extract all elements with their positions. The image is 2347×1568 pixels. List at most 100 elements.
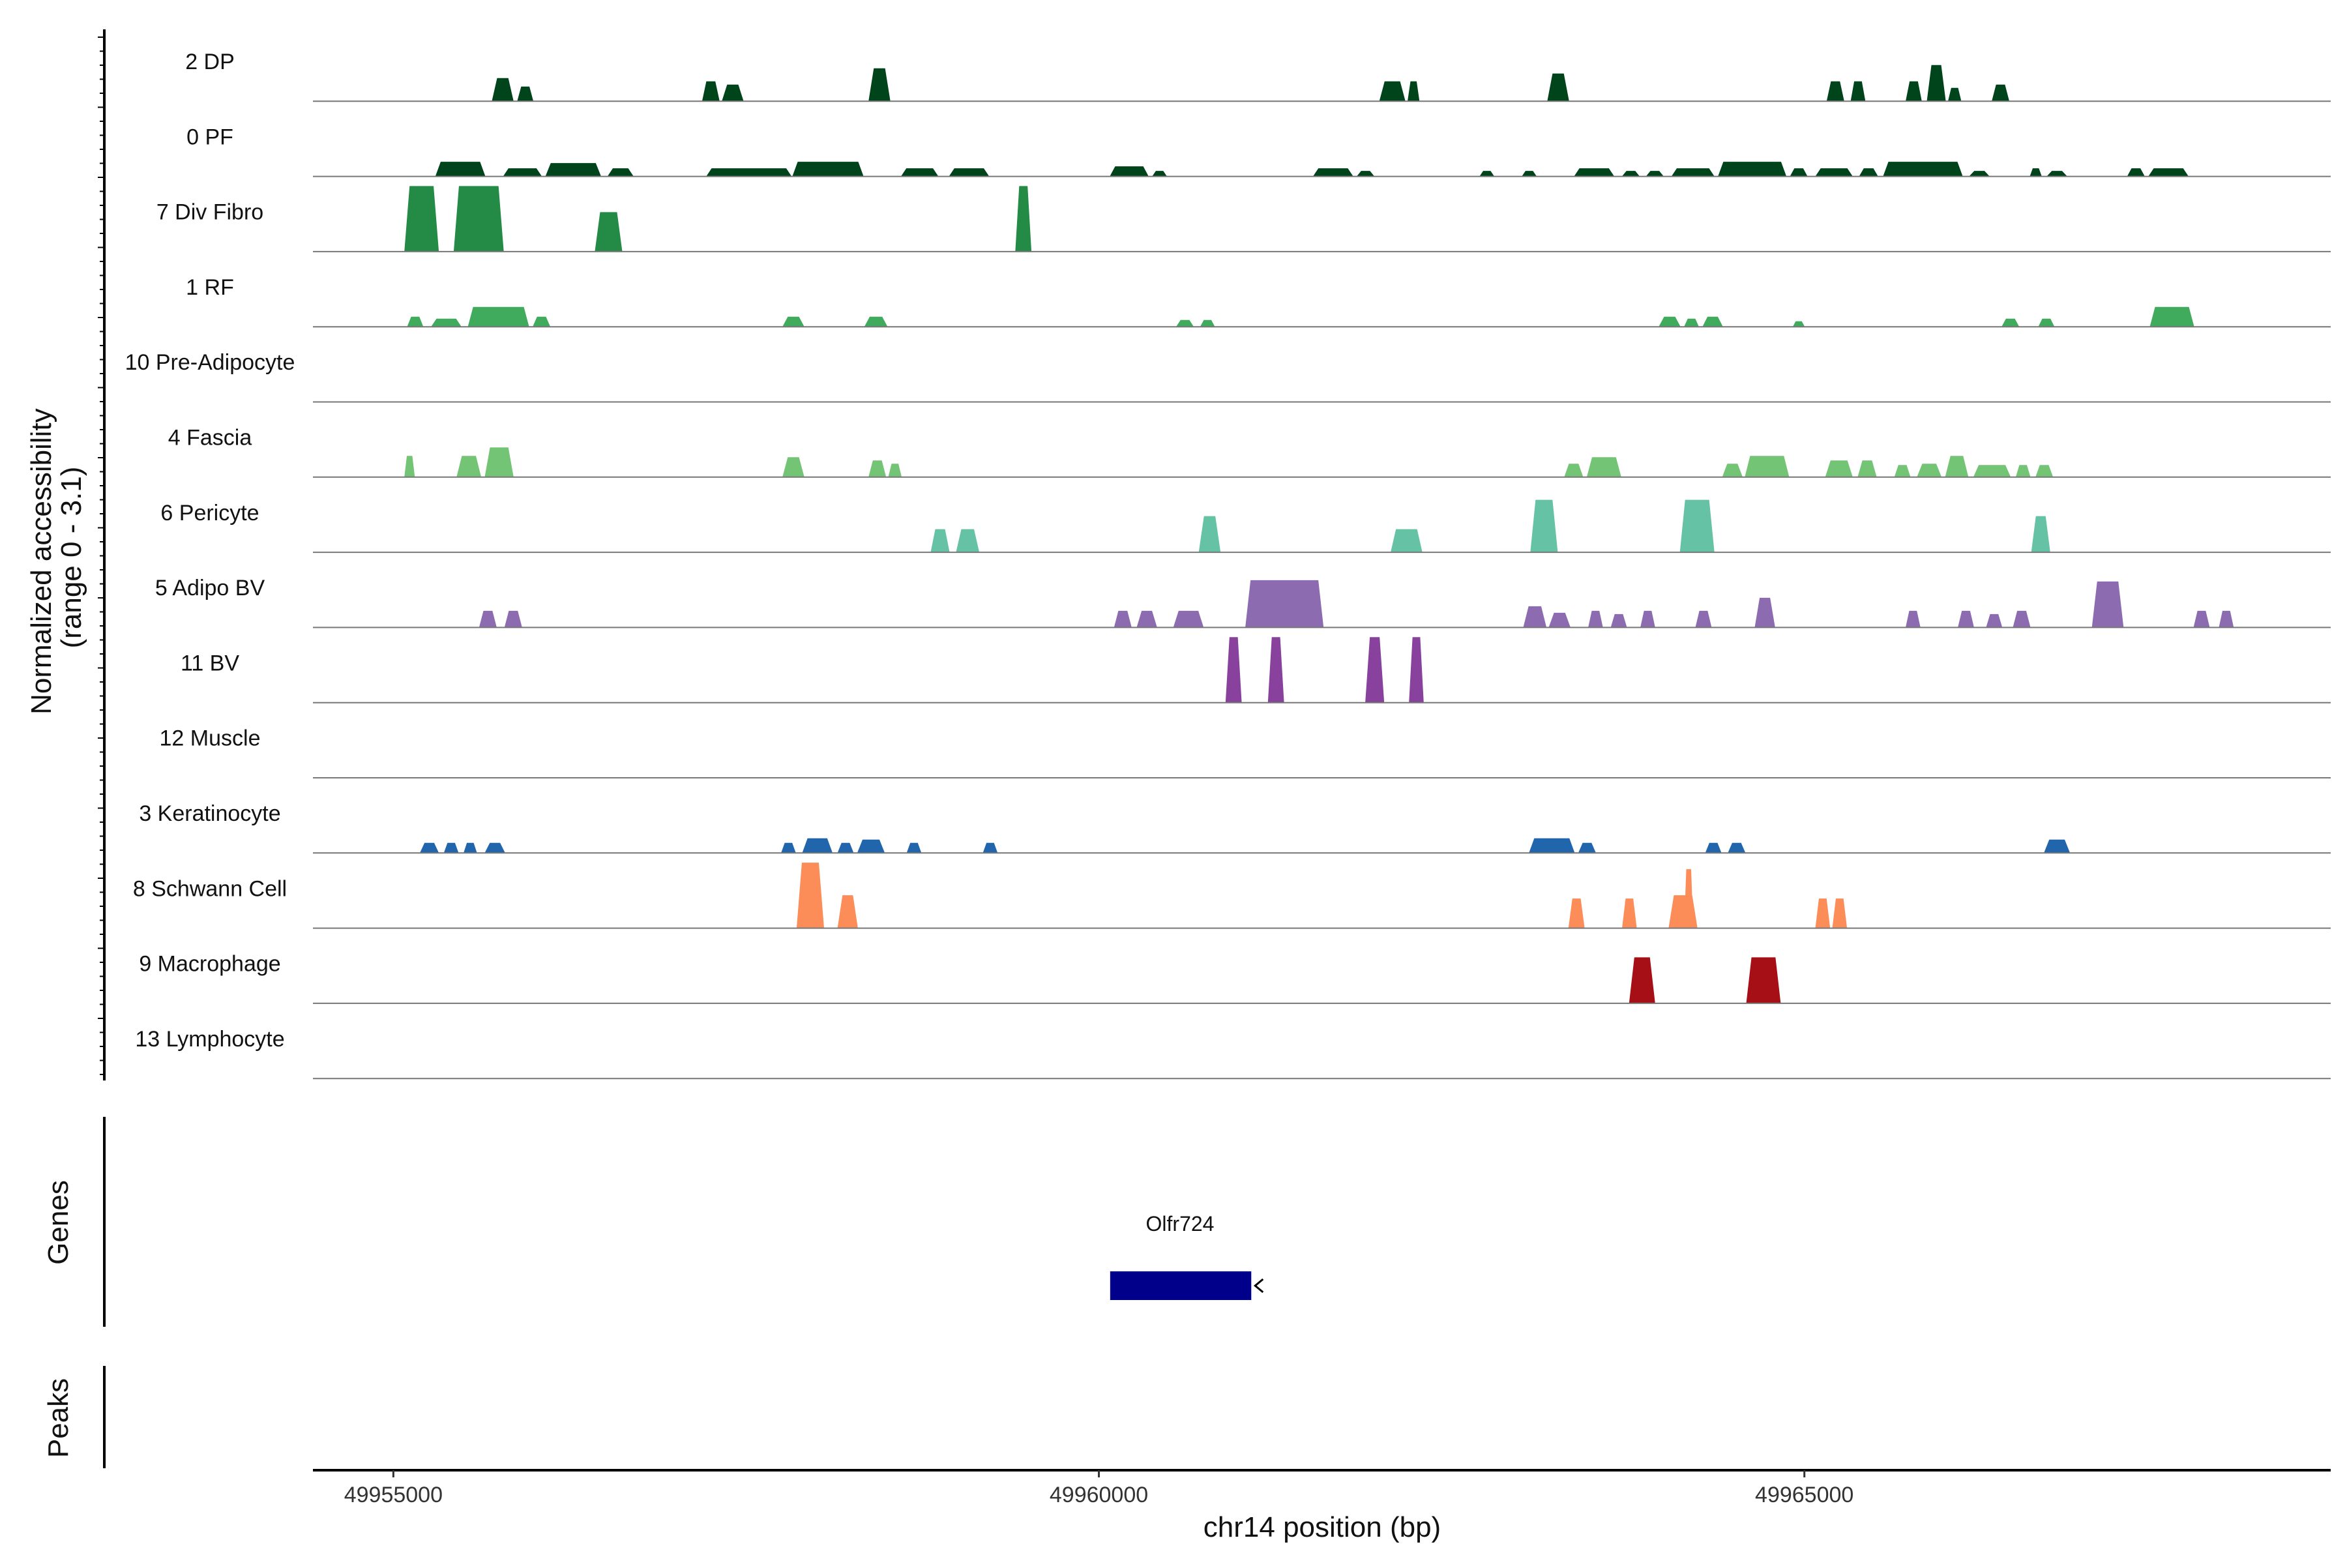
coverage-peak xyxy=(435,162,486,177)
track-0: 2 DP xyxy=(185,50,2331,102)
strand-arrow-icon xyxy=(1253,1278,1264,1294)
coverage-peak xyxy=(1746,957,1781,1004)
coverage-peak xyxy=(888,464,902,478)
coverage-peak xyxy=(1530,499,1558,553)
coverage-peak xyxy=(404,186,439,252)
coverage-peak xyxy=(2091,581,2124,628)
coverage-peak xyxy=(1198,516,1221,553)
coverage-peak xyxy=(1312,168,1354,177)
coverage-peak xyxy=(1547,73,1569,102)
coverage-peak xyxy=(1587,610,1603,628)
coverage-peak xyxy=(2031,516,2050,553)
track-label: 1 RF xyxy=(186,275,234,300)
coverage-peak xyxy=(492,78,514,102)
coverage-peak xyxy=(857,839,885,853)
coverage-peak xyxy=(1815,898,1831,929)
coverage-peak xyxy=(906,842,922,853)
coverage-peak xyxy=(1564,464,1584,478)
track-13: 13 Lymphocyte xyxy=(135,1027,2331,1080)
coverage-peak xyxy=(1947,87,1962,102)
coverage-peak xyxy=(1114,610,1132,628)
track-1: 0 PF xyxy=(186,125,2331,177)
coverage-peak xyxy=(1986,614,2003,628)
coverage-peak xyxy=(1586,457,1621,478)
track-5: 4 Fascia xyxy=(168,426,2331,478)
track-4: 10 Pre-Adipocyte xyxy=(125,350,2331,403)
track-label: 2 DP xyxy=(185,50,235,74)
y-axis-title-line1: Normalized accessibility xyxy=(25,408,57,714)
coverage-peak xyxy=(504,610,522,628)
coverage-peak xyxy=(1646,171,1664,177)
track-12: 9 Macrophage xyxy=(139,952,2331,1004)
coverage-peak xyxy=(607,168,634,177)
coverage-peak xyxy=(1175,319,1194,327)
track-label: 0 PF xyxy=(186,125,233,149)
coverage-peak xyxy=(782,316,805,327)
track-10: 3 Keratinocyte xyxy=(139,801,2331,854)
track-7: 5 Adipo BV xyxy=(155,576,2331,629)
coverage-peak xyxy=(595,212,623,252)
coverage-peak xyxy=(1109,166,1149,177)
coverage-peak xyxy=(1815,168,1853,177)
coverage-peak xyxy=(484,447,514,478)
coverage-peak xyxy=(2127,168,2146,177)
coverage-peak xyxy=(705,168,792,177)
coverage-peak xyxy=(1717,162,1787,177)
coverage-peak xyxy=(1640,610,1655,628)
track-label: 6 Pericyte xyxy=(160,501,259,525)
coverage-peak xyxy=(1629,957,1655,1004)
coverage-peak xyxy=(900,168,939,177)
coverage-peak xyxy=(1671,168,1715,177)
coverage-peak xyxy=(956,529,980,553)
coverage-peak xyxy=(1479,171,1495,177)
gene-label: Olfr724 xyxy=(1146,1212,1215,1235)
coverage-peak xyxy=(722,84,744,102)
coverage-peak xyxy=(1523,606,1547,628)
coverage-peak xyxy=(1578,842,1597,853)
coverage-peak xyxy=(1695,610,1712,628)
coverage-peak xyxy=(2035,465,2054,478)
coverage-peak xyxy=(1151,171,1168,177)
coverage-peak xyxy=(443,842,459,853)
coverage-peak xyxy=(2015,465,2031,478)
x-tick-label: 49965000 xyxy=(1755,1483,1853,1507)
coverage-peak xyxy=(2030,168,2043,177)
coverage-peak xyxy=(792,162,864,177)
coverage-peak xyxy=(1754,597,1775,628)
coverage-peak xyxy=(780,842,796,853)
coverage-peak xyxy=(1379,81,1406,102)
coverage-peak xyxy=(1225,637,1242,703)
coverage-peak xyxy=(1832,898,1848,929)
accessibility-tracks: 2 DP 0 PF 7 Div Fibro 1 RF 10 Pre-Adipocyte 4… xyxy=(125,50,2331,1080)
coverage-peak xyxy=(1136,610,1157,628)
coverage-peak xyxy=(430,318,462,327)
genes-panel-title: Genes xyxy=(42,1180,74,1265)
coverage-peak xyxy=(1894,465,1911,478)
coverage-peak xyxy=(2001,318,2020,327)
coverage-peak xyxy=(503,168,542,177)
coverage-peak xyxy=(1173,610,1204,628)
coverage-peak xyxy=(2013,610,2031,628)
coverage-peak xyxy=(2193,610,2210,628)
track-label: 12 Muscle xyxy=(160,726,261,751)
coverage-peak xyxy=(407,316,424,327)
coverage-peak xyxy=(796,863,825,929)
track-label: 7 Div Fibro xyxy=(156,200,263,225)
coverage-peak xyxy=(1528,838,1575,853)
coverage-peak xyxy=(1883,162,1963,177)
coverage-peak xyxy=(1621,171,1640,177)
track-label: 10 Pre-Adipocyte xyxy=(125,350,295,375)
coverage-peak xyxy=(864,316,888,327)
coverage-peak xyxy=(2043,839,2071,853)
track-label: 4 Fascia xyxy=(168,426,252,451)
coverage-peak xyxy=(1702,316,1724,327)
coverage-peak xyxy=(982,842,998,853)
track-label: 5 Adipo BV xyxy=(155,576,265,600)
coverage-peak xyxy=(1857,460,1877,478)
coverage-peak xyxy=(1356,171,1375,177)
coverage-peak xyxy=(1790,168,1808,177)
peaks-panel-title: Peaks xyxy=(42,1378,74,1458)
coverage-peak xyxy=(868,68,891,102)
coverage-peak xyxy=(782,457,804,478)
coverage-peak xyxy=(484,842,506,853)
